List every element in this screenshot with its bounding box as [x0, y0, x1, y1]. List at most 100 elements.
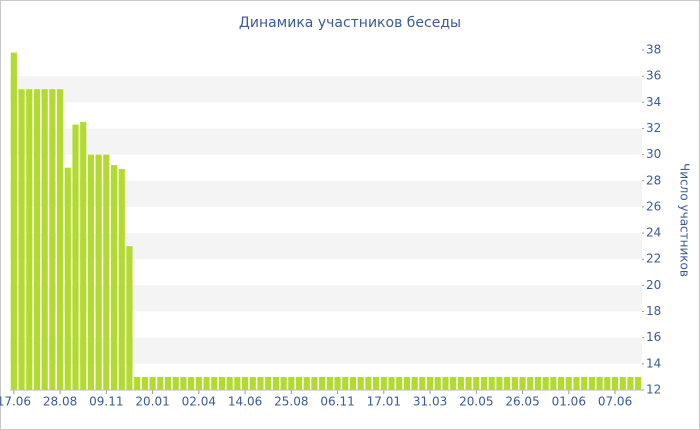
bar	[380, 376, 387, 390]
bar	[519, 376, 526, 390]
y-tick-label: 36	[646, 69, 661, 83]
y-tick-label: 24	[646, 226, 661, 240]
bar	[203, 376, 210, 390]
bar	[103, 154, 110, 390]
bar	[388, 376, 395, 390]
bar	[450, 376, 457, 390]
bar	[311, 376, 318, 390]
bar	[349, 376, 357, 390]
bar	[542, 376, 549, 390]
bar	[504, 376, 511, 390]
bar	[49, 89, 56, 390]
bar	[465, 376, 472, 390]
bar	[342, 376, 349, 390]
bar	[226, 376, 233, 390]
bar	[295, 376, 303, 390]
bar	[41, 89, 48, 390]
bar	[288, 376, 295, 390]
x-tick-label: 20.01	[135, 395, 169, 409]
x-tick-label: 14.06	[228, 395, 262, 409]
bar	[396, 376, 403, 390]
bar	[126, 246, 133, 390]
x-tick-label: 07.06	[598, 395, 632, 409]
x-tick-label: 01.06	[552, 395, 586, 409]
bar	[635, 376, 642, 390]
bar	[619, 376, 626, 390]
bar	[488, 376, 495, 390]
bar	[172, 376, 179, 390]
x-tick-label: 06.11	[320, 395, 354, 409]
chart-title: Динамика участников беседы	[239, 15, 461, 31]
bar	[611, 376, 619, 390]
y-axis-label: Число участников	[678, 163, 692, 277]
grid-band	[10, 128, 642, 155]
bar	[457, 376, 464, 390]
bar	[180, 376, 187, 390]
y-tick-label: 22	[646, 252, 661, 266]
y-tick-label: 12	[646, 383, 661, 397]
bar	[534, 376, 542, 390]
bar	[596, 376, 603, 390]
bar	[72, 124, 79, 391]
x-tick-label: 17.06	[0, 395, 31, 409]
y-tick-label: 38	[646, 43, 661, 57]
bar	[211, 376, 218, 390]
bar	[550, 376, 557, 390]
x-tick-label: 26.05	[505, 395, 539, 409]
bar	[195, 376, 202, 390]
bar	[241, 376, 249, 390]
bar	[188, 376, 195, 390]
grid-band	[10, 76, 642, 103]
bar	[334, 376, 341, 390]
y-tick-label: 30	[646, 147, 661, 161]
bar	[581, 376, 588, 390]
bar	[110, 165, 118, 390]
x-tick-label: 02.04	[182, 395, 216, 409]
x-tick-label: 09.11	[89, 395, 123, 409]
y-tick-label: 18	[646, 304, 661, 318]
bar	[496, 376, 503, 390]
bar	[64, 167, 71, 390]
bar	[527, 376, 534, 390]
bar	[249, 376, 256, 390]
bar	[627, 376, 634, 390]
bar	[511, 376, 518, 390]
bar	[10, 52, 17, 390]
bar	[141, 376, 148, 390]
bar	[265, 376, 272, 390]
x-tick-label: 25.08	[274, 395, 308, 409]
bar	[218, 376, 226, 390]
bar	[419, 376, 426, 390]
bar	[134, 376, 141, 390]
bar	[280, 376, 287, 390]
y-tick-label: 20	[646, 278, 661, 292]
bar	[33, 89, 41, 390]
bar	[565, 376, 572, 390]
bar	[80, 121, 87, 390]
bar	[87, 154, 95, 390]
bar	[303, 376, 310, 390]
bar	[403, 376, 411, 390]
bar	[95, 154, 102, 390]
bar	[434, 376, 441, 390]
bar	[272, 376, 279, 390]
x-tick-label: 20.05	[459, 395, 493, 409]
x-tick-label: 31.03	[413, 395, 447, 409]
bar	[26, 89, 33, 390]
bar	[373, 376, 380, 390]
y-tick-label: 26	[646, 199, 661, 213]
bar	[426, 376, 434, 390]
y-tick-label: 32	[646, 121, 661, 135]
x-tick-label: 17.01	[367, 395, 401, 409]
bar	[442, 376, 449, 390]
bar	[604, 376, 611, 390]
y-tick-label: 34	[646, 95, 661, 109]
bar	[480, 376, 488, 390]
bar	[18, 89, 25, 390]
bar	[588, 376, 595, 390]
y-tick-label: 28	[646, 173, 661, 187]
y-tick-label: 14	[646, 356, 661, 370]
bar	[57, 89, 64, 390]
bar	[365, 376, 372, 390]
